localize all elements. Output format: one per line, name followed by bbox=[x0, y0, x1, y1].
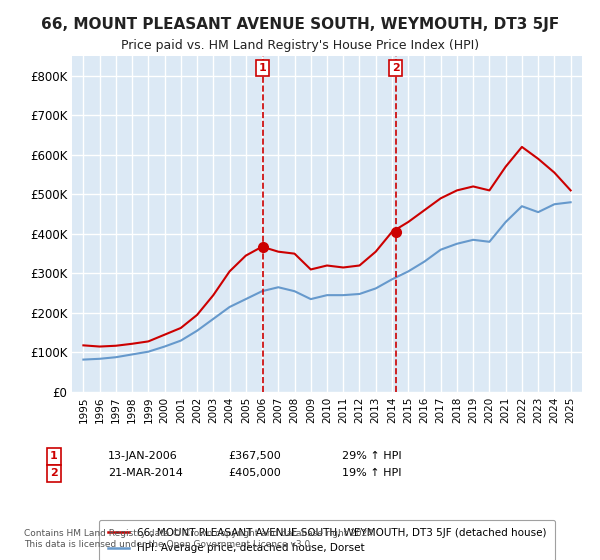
Text: £367,500: £367,500 bbox=[228, 451, 281, 461]
Text: 2: 2 bbox=[392, 63, 400, 73]
Text: 66, MOUNT PLEASANT AVENUE SOUTH, WEYMOUTH, DT3 5JF: 66, MOUNT PLEASANT AVENUE SOUTH, WEYMOUT… bbox=[41, 17, 559, 32]
Text: 19% ↑ HPI: 19% ↑ HPI bbox=[342, 468, 401, 478]
Text: 2: 2 bbox=[50, 468, 58, 478]
Text: 21-MAR-2014: 21-MAR-2014 bbox=[108, 468, 183, 478]
Text: 13-JAN-2006: 13-JAN-2006 bbox=[108, 451, 178, 461]
Text: 1: 1 bbox=[50, 451, 58, 461]
Text: Contains HM Land Registry data © Crown copyright and database right 2024.
This d: Contains HM Land Registry data © Crown c… bbox=[24, 529, 376, 549]
Legend: 66, MOUNT PLEASANT AVENUE SOUTH, WEYMOUTH, DT3 5JF (detached house), HPI: Averag: 66, MOUNT PLEASANT AVENUE SOUTH, WEYMOUT… bbox=[100, 520, 554, 560]
Text: Price paid vs. HM Land Registry's House Price Index (HPI): Price paid vs. HM Land Registry's House … bbox=[121, 39, 479, 52]
Text: 1: 1 bbox=[259, 63, 266, 73]
Text: £405,000: £405,000 bbox=[228, 468, 281, 478]
Text: 29% ↑ HPI: 29% ↑ HPI bbox=[342, 451, 401, 461]
